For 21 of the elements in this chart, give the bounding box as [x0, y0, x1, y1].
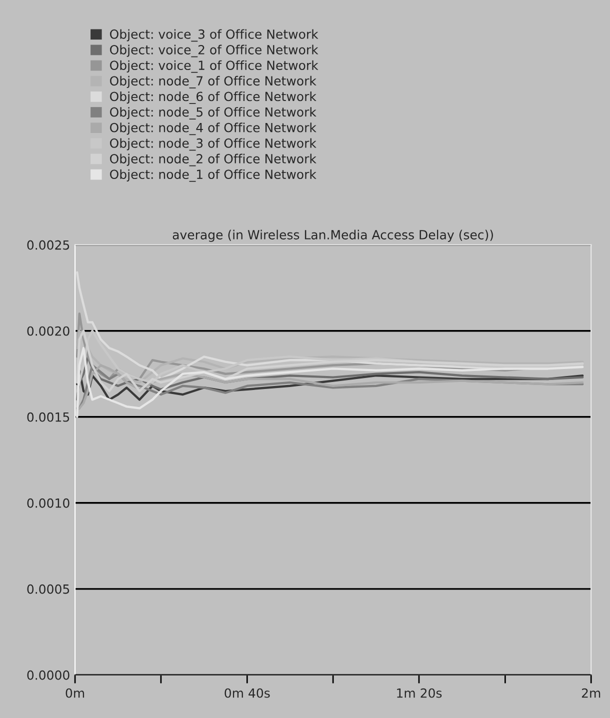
y-tick-label: 0.0025 — [27, 240, 70, 250]
legend-label: Object: node_2 of Office Network — [110, 154, 316, 166]
x-tick-label: 2m — [582, 688, 600, 698]
y-tick-label: 0.0010 — [27, 498, 70, 508]
x-tick-label: 1m 20s — [397, 688, 442, 698]
y-tick-label: 0.0020 — [27, 326, 70, 336]
y-tick-label: 0.0015 — [27, 412, 70, 422]
legend-label: Object: node_5 of Office Network — [110, 107, 316, 120]
legend-label: Object: node_1 of Office Network — [110, 169, 316, 182]
legend-label: Object: voice_3 of Office Network — [110, 29, 318, 42]
legend-label: Object: voice_1 of Office Network — [110, 60, 318, 73]
y-tick-label: 0.0000 — [27, 670, 70, 680]
legend-label: Object: node_4 of Office Network — [110, 122, 316, 136]
legend-label: Object: node_6 of Office Network — [110, 91, 316, 104]
legend-label: Object: node_7 of Office Network — [110, 76, 316, 88]
x-tick-label: 0m — [66, 688, 84, 698]
legend-label: Object: voice_2 of Office Network — [110, 44, 318, 58]
legend-label: Object: node_3 of Office Network — [110, 138, 316, 151]
x-tick-label: 0m 40s — [224, 688, 270, 698]
chart-title: average (in Wireless Lan.Media Access Delay (sec)) — [172, 230, 493, 242]
y-tick-label: 0.0005 — [27, 584, 70, 594]
